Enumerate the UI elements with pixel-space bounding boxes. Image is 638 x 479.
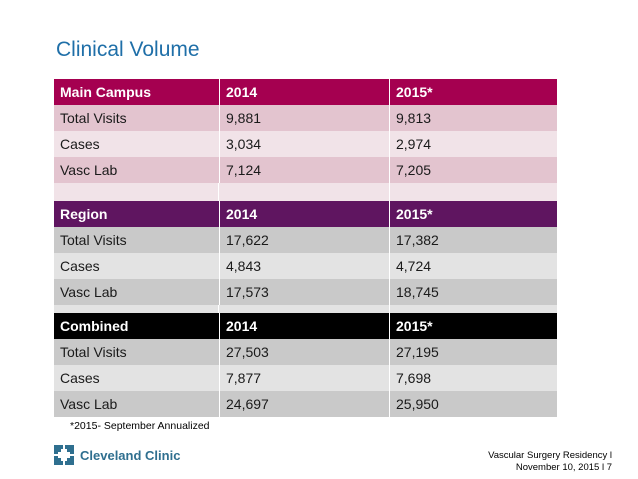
- table-row: Cases 4,843 4,724: [54, 253, 557, 279]
- row-label: Total Visits: [60, 344, 127, 360]
- spacer-cell: [54, 183, 218, 201]
- cell-2015: 2,974: [389, 131, 557, 157]
- cleveland-clinic-logo-icon: [54, 445, 74, 465]
- header-cell: 2014: [219, 313, 389, 339]
- row-label: Vasc Lab: [60, 284, 118, 300]
- footnote: *2015- September Annualized: [70, 420, 210, 432]
- cell-2014: 17,573: [219, 279, 389, 305]
- row-label: Cases: [60, 136, 100, 152]
- cell-2015: 25,950: [389, 391, 557, 417]
- table-row: Total Visits 17,622 17,382: [54, 227, 557, 253]
- header-cell: Region: [60, 206, 108, 222]
- spacer-cell: [388, 305, 557, 313]
- cell-2015: 9,813: [389, 105, 557, 131]
- row-label: Cases: [60, 370, 100, 386]
- spacer-cell: [218, 183, 388, 201]
- cleveland-clinic-logo: Cleveland Clinic: [54, 445, 180, 465]
- main-campus-table: Main Campus 2014 2015* Total Visits 9,88…: [54, 79, 557, 201]
- row-label: Vasc Lab: [60, 396, 118, 412]
- table-row: Total Visits 27,503 27,195: [54, 339, 557, 365]
- region-table: Region 2014 2015* Total Visits 17,622 17…: [54, 201, 557, 313]
- header-cell: 2015*: [389, 201, 557, 227]
- cell-2015: 18,745: [389, 279, 557, 305]
- logo-text: Cleveland Clinic: [80, 447, 181, 463]
- cell-2015: 4,724: [389, 253, 557, 279]
- spacer-cell: [218, 305, 388, 313]
- cell-2014: 27,503: [219, 339, 389, 365]
- cell-2014: 4,843: [219, 253, 389, 279]
- cell-2015: 27,195: [389, 339, 557, 365]
- footer-info: Vascular Surgery Residency l November 10…: [488, 450, 612, 474]
- spacer-row: [54, 305, 557, 313]
- table-row: Total Visits 9,881 9,813: [54, 105, 557, 131]
- page-title: Clinical Volume: [56, 38, 200, 61]
- row-label: Total Visits: [60, 232, 127, 248]
- table-row: Cases 7,877 7,698: [54, 365, 557, 391]
- cell-2014: 9,881: [219, 105, 389, 131]
- header-cell: 2015*: [389, 313, 557, 339]
- cell-2014: 17,622: [219, 227, 389, 253]
- footer-date-page: November 10, 2015 l 7: [515, 462, 612, 473]
- table-row: Vasc Lab 17,573 18,745: [54, 279, 557, 305]
- cell-2014: 24,697: [219, 391, 389, 417]
- header-cell: 2015*: [389, 79, 557, 105]
- header-cell: Combined: [60, 318, 129, 334]
- table-row: Vasc Lab 7,124 7,205: [54, 157, 557, 183]
- combined-table: Combined 2014 2015* Total Visits 27,503 …: [54, 313, 557, 417]
- table-header-row: Combined 2014 2015*: [54, 313, 557, 339]
- footer-program: Vascular Surgery Residency l: [488, 450, 612, 461]
- header-cell: 2014: [219, 79, 389, 105]
- cell-2015: 7,698: [389, 365, 557, 391]
- table-row: Vasc Lab 24,697 25,950: [54, 391, 557, 417]
- row-label: Cases: [60, 258, 100, 274]
- header-cell: Main Campus: [60, 84, 152, 100]
- cell-2015: 7,205: [389, 157, 557, 183]
- spacer-cell: [388, 183, 557, 201]
- row-label: Vasc Lab: [60, 162, 118, 178]
- cell-2014: 7,124: [219, 157, 389, 183]
- cell-2015: 17,382: [389, 227, 557, 253]
- cell-2014: 3,034: [219, 131, 389, 157]
- header-cell: 2014: [219, 201, 389, 227]
- table-row: Cases 3,034 2,974: [54, 131, 557, 157]
- spacer-row: [54, 183, 557, 201]
- table-header-row: Main Campus 2014 2015*: [54, 79, 557, 105]
- row-label: Total Visits: [60, 110, 127, 126]
- cell-2014: 7,877: [219, 365, 389, 391]
- table-header-row: Region 2014 2015*: [54, 201, 557, 227]
- spacer-cell: [54, 305, 218, 313]
